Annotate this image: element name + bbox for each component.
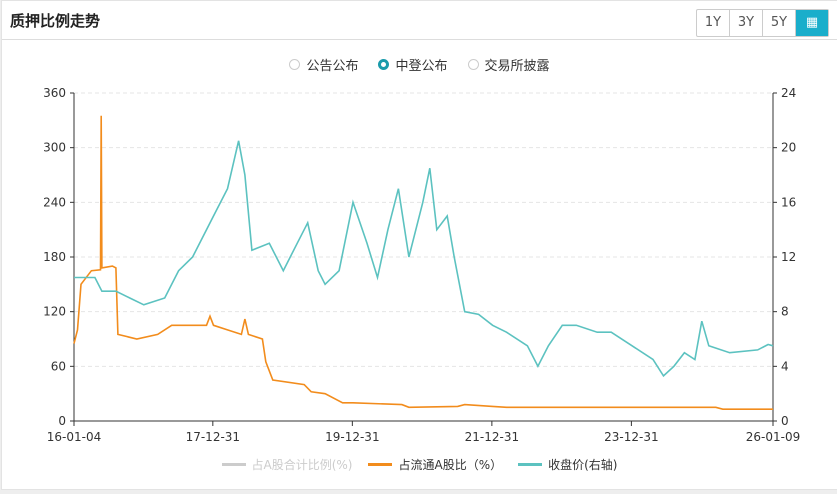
y-left-tick-label: 120 [43, 305, 66, 319]
legend-label: 占流通A股比（%） [398, 458, 503, 472]
series-line-float-ratio [73, 115, 773, 411]
legend-label: 占A股合计比例(%) [251, 458, 353, 472]
y-left-tick-label: 60 [51, 359, 66, 373]
range-buttons: 1Y 3Y 5Y ▦ [696, 9, 829, 37]
legend-total[interactable]: 占A股合计比例(%) [221, 456, 353, 473]
range-5y-button[interactable]: 5Y [763, 10, 796, 36]
y-right-tick-label: 0 [781, 414, 789, 428]
y-right-tick-label: 12 [781, 250, 796, 264]
radio-dot [378, 59, 390, 70]
y-left-tick-label: 300 [43, 141, 66, 155]
panel-header: 质押比例走势 1Y 3Y 5Y ▦ [2, 1, 837, 40]
radio-label: 交易所披露 [484, 59, 550, 74]
y-left-tick-label: 0 [58, 414, 66, 428]
y-left-tick-label: 180 [43, 250, 66, 264]
y-right-tick-label: 20 [781, 141, 796, 155]
y-left-tick-label: 360 [43, 86, 66, 100]
legend-price[interactable]: 收盘价(右轴) [518, 456, 617, 473]
radio-exchange[interactable]: 交易所披露 [467, 55, 550, 74]
legend-swatch [221, 463, 246, 466]
x-tick-label: 26-01-09 [746, 430, 800, 444]
radio-label: 中登公布 [395, 59, 448, 74]
x-tick-label: 16-01-04 [47, 430, 101, 444]
radio-label: 公告公布 [306, 59, 359, 74]
panel-title: 质押比例走势 [10, 12, 101, 30]
x-tick-label: 23-12-31 [604, 430, 658, 444]
radio-dot [467, 59, 479, 70]
x-tick-label: 19-12-31 [325, 430, 379, 444]
y-right-tick-label: 24 [781, 86, 796, 100]
x-tick-label: 21-12-31 [465, 430, 519, 444]
y-right-tick-label: 8 [781, 305, 789, 319]
calendar-icon: ▦ [805, 15, 819, 30]
x-tick-label: 17-12-31 [186, 430, 240, 444]
y-right-tick-label: 4 [781, 359, 789, 373]
legend-float[interactable]: 占流通A股比（%） [368, 456, 502, 473]
source-radio-group: 公告公布 中登公布 交易所披露 [2, 55, 837, 74]
legend: 占A股合计比例(%) 占流通A股比（%） 收盘价(右轴) [2, 456, 837, 473]
legend-label: 收盘价(右轴) [548, 458, 618, 472]
legend-swatch [368, 463, 393, 466]
range-3y-button[interactable]: 3Y [730, 10, 763, 36]
series-line-close-price [74, 140, 774, 378]
calendar-button[interactable]: ▦ [796, 10, 828, 36]
legend-swatch [518, 463, 543, 466]
radio-dot [289, 59, 301, 70]
radio-announcement[interactable]: 公告公布 [289, 55, 358, 74]
radio-csdc[interactable]: 中登公布 [378, 55, 448, 74]
range-1y-button[interactable]: 1Y [697, 10, 730, 36]
y-left-tick-label: 240 [43, 195, 66, 209]
y-right-tick-label: 16 [781, 195, 796, 209]
